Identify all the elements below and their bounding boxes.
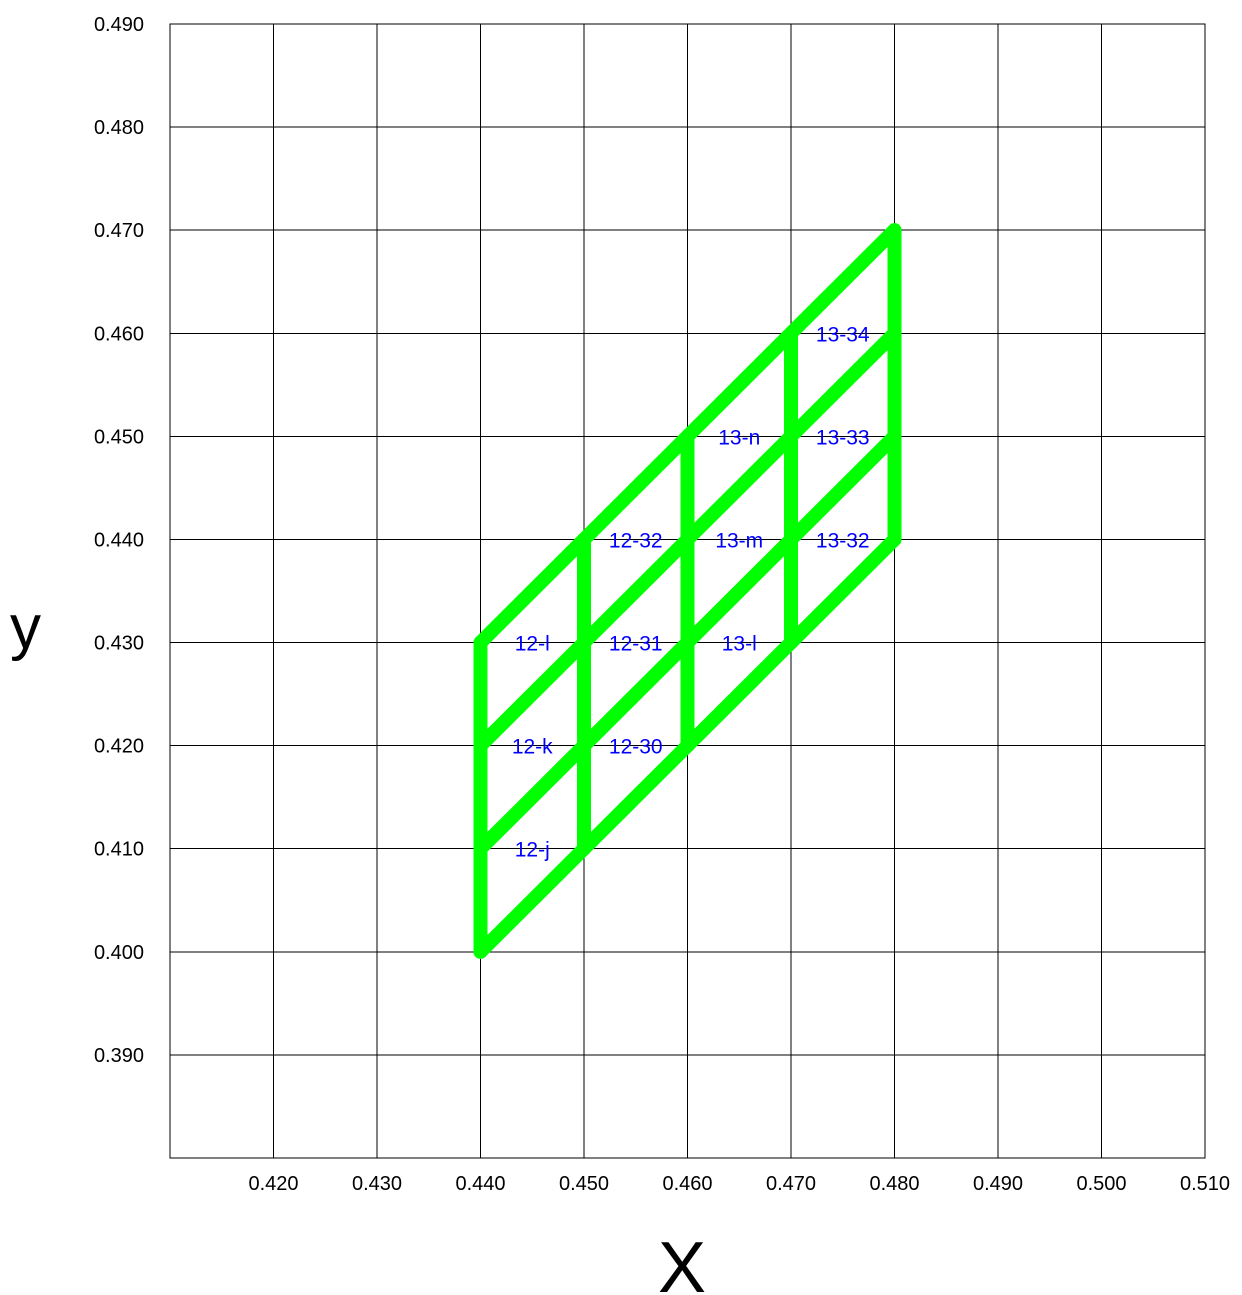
cell-label: 13-34 (816, 323, 870, 346)
y-tick-labels: 0.390 0.400 0.410 0.420 0.430 0.440 0.450 0.460… (94, 14, 144, 1067)
y-tick-label: 0.410 (94, 839, 144, 861)
x-tick-label: 0.460 (662, 1173, 712, 1195)
x-tick-label: 0.480 (869, 1173, 919, 1195)
cell-label: 12-31 (609, 633, 663, 656)
grid (169, 23, 1206, 1159)
x-tick-label: 0.510 (1180, 1173, 1230, 1195)
cell-label: 13-l (722, 633, 757, 656)
y-tick-label: 0.460 (94, 323, 144, 345)
cell-label: 12-j (515, 839, 550, 862)
x-tick-label: 0.450 (559, 1173, 609, 1195)
mesh-line (473, 223, 902, 650)
y-tick-label: 0.390 (94, 1045, 144, 1067)
mesh-line (577, 429, 902, 753)
cell-label: 13-n (718, 426, 760, 449)
x-tick-label: 0.490 (973, 1173, 1023, 1195)
mesh-line (473, 326, 902, 753)
x-tick-label: 0.430 (352, 1173, 402, 1195)
x-tick-label: 0.440 (455, 1173, 505, 1195)
x-tick-labels: 0.420 0.430 0.440 0.450 0.460 0.470 0.480 0.490… (248, 1173, 1230, 1195)
y-tick-label: 0.450 (94, 426, 144, 448)
cell-label: 12-32 (609, 529, 663, 552)
cell-label: 13-m (715, 529, 763, 552)
x-tick-label: 0.500 (1076, 1173, 1126, 1195)
x-tick-label: 0.420 (248, 1173, 298, 1195)
mesh-lines (473, 223, 902, 959)
cell-label: 12-30 (609, 736, 663, 759)
y-tick-label: 0.470 (94, 220, 144, 242)
y-tick-label: 0.490 (94, 14, 144, 36)
mesh-line (473, 841, 591, 959)
mesh-line (577, 532, 902, 856)
y-axis-label: y (10, 593, 41, 662)
x-tick-label: 0.470 (766, 1173, 816, 1195)
y-tick-label: 0.440 (94, 529, 144, 551)
y-tick-label: 0.400 (94, 942, 144, 964)
y-tick-label: 0.430 (94, 633, 144, 655)
cell-label: 13-32 (816, 529, 870, 552)
cell-label: 13-33 (816, 426, 870, 449)
y-tick-label: 0.480 (94, 117, 144, 139)
cell-label: 12-k (512, 736, 553, 759)
y-tick-label: 0.420 (94, 736, 144, 758)
cell-label: 12-l (515, 633, 550, 656)
cell-labels: 12-j 12-k 12-l 12-30 12-31 12-32 13-l 13-m 13-n 1… (512, 323, 870, 861)
x-axis-label: X (658, 1228, 706, 1295)
